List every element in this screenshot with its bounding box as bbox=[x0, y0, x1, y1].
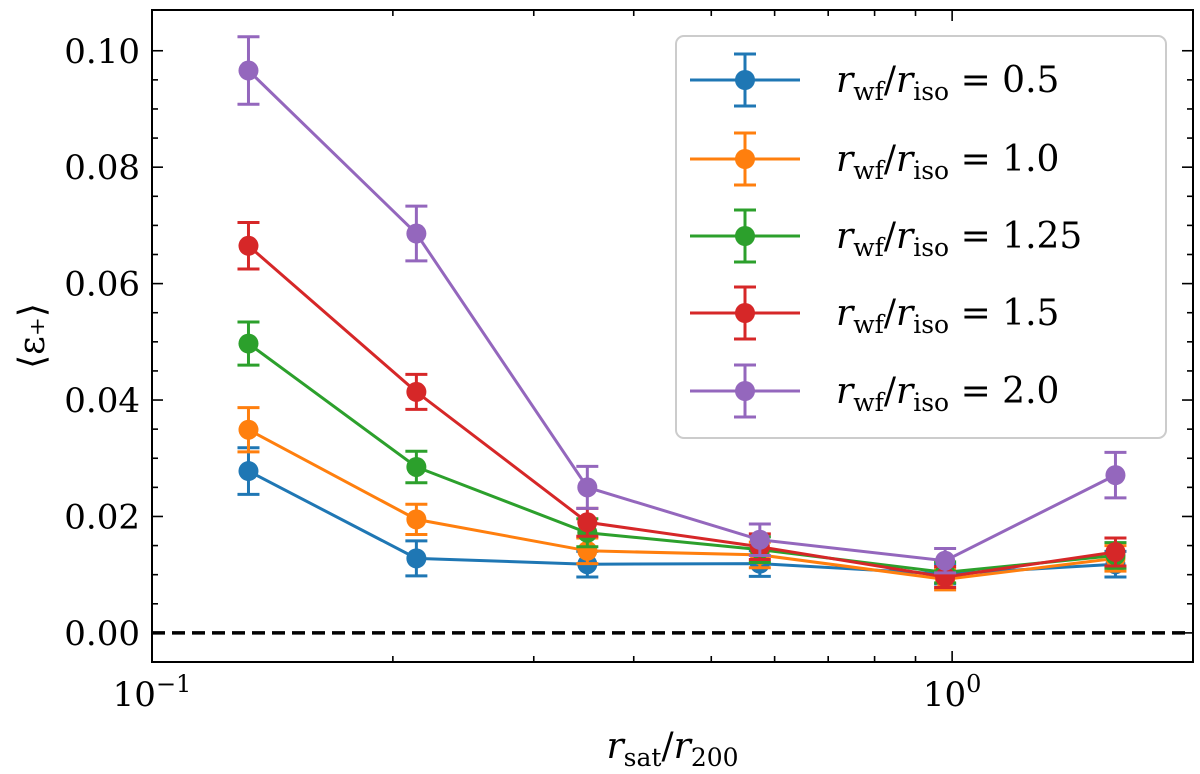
legend-label: rwf/riso = 0.5 bbox=[836, 60, 1059, 106]
y-tick-label: 0.02 bbox=[64, 497, 140, 537]
x-axis-label: rsat/r200 bbox=[606, 726, 738, 772]
legend-box bbox=[675, 35, 1167, 439]
data-point bbox=[935, 550, 956, 571]
data-point bbox=[238, 60, 259, 81]
series-2.0 bbox=[237, 35, 1127, 575]
legend-marker bbox=[735, 149, 755, 169]
legend-entry-1.0: rwf/riso = 1.0 bbox=[690, 131, 1059, 187]
data-point bbox=[749, 529, 770, 550]
series-line bbox=[247, 428, 1116, 581]
legend: rwf/riso = 0.5 rwf/riso = 1.0 rwf/riso = 1… bbox=[675, 35, 1167, 439]
y-tick-label: 0.10 bbox=[64, 32, 140, 72]
legend-entry-2.0: rwf/riso = 2.0 bbox=[690, 363, 1059, 419]
legend-marker bbox=[735, 381, 755, 401]
data-point bbox=[406, 548, 427, 569]
data-point bbox=[238, 419, 259, 440]
data-point bbox=[406, 509, 427, 530]
data-point bbox=[406, 381, 427, 402]
y-tick-label: 0.06 bbox=[64, 265, 140, 305]
legend-label: rwf/riso = 1.0 bbox=[836, 139, 1059, 185]
data-point bbox=[238, 333, 259, 354]
legend-entry-1.25: rwf/riso = 1.25 bbox=[690, 208, 1082, 264]
data-point bbox=[1105, 465, 1126, 486]
series-layer bbox=[152, 35, 1193, 635]
x-tick-label: 10−1 bbox=[113, 670, 192, 715]
legend-entry-1.5: rwf/riso = 1.5 bbox=[690, 285, 1059, 341]
data-point bbox=[577, 512, 598, 533]
legend-entry-0.5: rwf/riso = 0.5 bbox=[690, 52, 1059, 108]
y-axis-label: ⟨ε₊⟩ bbox=[12, 303, 53, 369]
series-line bbox=[247, 342, 1116, 574]
y-tick-label: 0.00 bbox=[64, 614, 140, 654]
plot-frame bbox=[151, 9, 1194, 663]
ticks-layer: 0.00 0.02 0.04 0.06 0.08 0.10 10−1 100 rsat/r200… bbox=[12, 9, 1194, 772]
data-point bbox=[238, 235, 259, 256]
legend-marker bbox=[735, 303, 755, 323]
data-point bbox=[238, 461, 259, 482]
legend-label: rwf/riso = 2.0 bbox=[836, 371, 1059, 417]
data-point bbox=[406, 223, 427, 244]
y-tick-label: 0.04 bbox=[64, 381, 140, 421]
data-point bbox=[577, 477, 598, 498]
legend-label: rwf/riso = 1.25 bbox=[836, 216, 1082, 262]
y-tick-label: 0.08 bbox=[64, 148, 140, 188]
x-tick-label: 100 bbox=[923, 670, 982, 715]
series-line bbox=[247, 244, 1116, 579]
legend-marker bbox=[735, 226, 755, 246]
data-point bbox=[406, 456, 427, 477]
legend-marker bbox=[735, 70, 755, 90]
series-line bbox=[247, 469, 1116, 576]
series-line bbox=[247, 69, 1117, 563]
data-point bbox=[1105, 541, 1126, 562]
legend-label: rwf/riso = 1.5 bbox=[836, 293, 1059, 339]
